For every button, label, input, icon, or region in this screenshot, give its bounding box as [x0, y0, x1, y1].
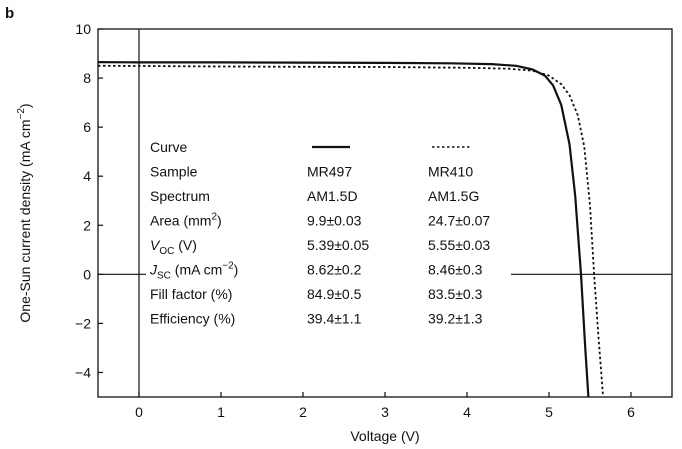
y-tick-label: 6 [83, 119, 91, 135]
x-tick-label: 6 [627, 404, 635, 420]
table-cell-mr497: 9.9±0.03 [307, 213, 362, 229]
table-cell-mr410: 8.46±0.3 [428, 262, 483, 278]
x-tick-label: 3 [381, 404, 389, 420]
table-background [146, 132, 511, 342]
table-row-label: Sample [150, 164, 198, 180]
legend-table: Curve Sample MR497 MR410 Spectrum AM1.5D AM1.… [146, 132, 511, 342]
table-header-label: Curve [150, 139, 188, 155]
table-cell-mr497: AM1.5D [307, 188, 358, 204]
axes-layer: 0 1 2 3 4 5 6 −4 −2 0 2 4 6 8 10 [75, 21, 635, 420]
table-cell-mr410: 39.2±1.3 [428, 311, 483, 327]
x-tick-label: 2 [299, 404, 307, 420]
y-axis-title: One-Sun current density (mA cm−2) [16, 103, 33, 322]
y-tick-label: 4 [83, 168, 91, 184]
table-cell-mr410: 5.55±0.03 [428, 237, 490, 253]
table-cell-mr410: MR410 [428, 164, 473, 180]
y-tick-label: −2 [75, 315, 91, 331]
x-tick-label: 5 [545, 404, 553, 420]
table-rows: Sample MR497 MR410 Spectrum AM1.5D AM1.5G Area… [149, 164, 490, 327]
table-cell-mr410: 24.7±0.07 [428, 213, 490, 229]
x-axis-title: Voltage (V) [350, 428, 419, 444]
table-row-label: Efficiency (%) [150, 311, 235, 327]
series-line-mr410 [97, 64, 604, 398]
y-tick-label: 8 [83, 70, 91, 86]
table-row-label: JSC (mA cm−2) [149, 261, 238, 282]
table-cell-mr410: 83.5±0.3 [428, 286, 483, 302]
x-tick-label: 4 [463, 404, 471, 420]
table-row-label: Fill factor (%) [150, 286, 232, 302]
table-cell-mr497: 39.4±1.1 [307, 311, 362, 327]
table-row-label: VOC (V) [150, 237, 197, 257]
panel-letter: b [5, 5, 14, 22]
table-row-label: Spectrum [150, 188, 210, 204]
table-cell-mr410: AM1.5G [428, 188, 479, 204]
series-layer [97, 61, 604, 398]
table-cell-mr497: 8.62±0.2 [307, 262, 362, 278]
table-cell-mr497: MR497 [307, 164, 352, 180]
table-cell-mr497: 84.9±0.5 [307, 286, 362, 302]
y-tick-label: 10 [75, 21, 91, 37]
y-tick-label: 2 [83, 217, 91, 233]
table-row-label: Area (mm2) [150, 212, 222, 229]
y-tick-label: −4 [75, 364, 91, 380]
table-cell-mr497: 5.39±0.05 [307, 237, 369, 253]
series-line-mr497 [97, 61, 590, 398]
y-tick-label: 0 [83, 266, 91, 282]
x-tick-label: 1 [217, 404, 225, 420]
x-tick-label: 0 [135, 404, 143, 420]
